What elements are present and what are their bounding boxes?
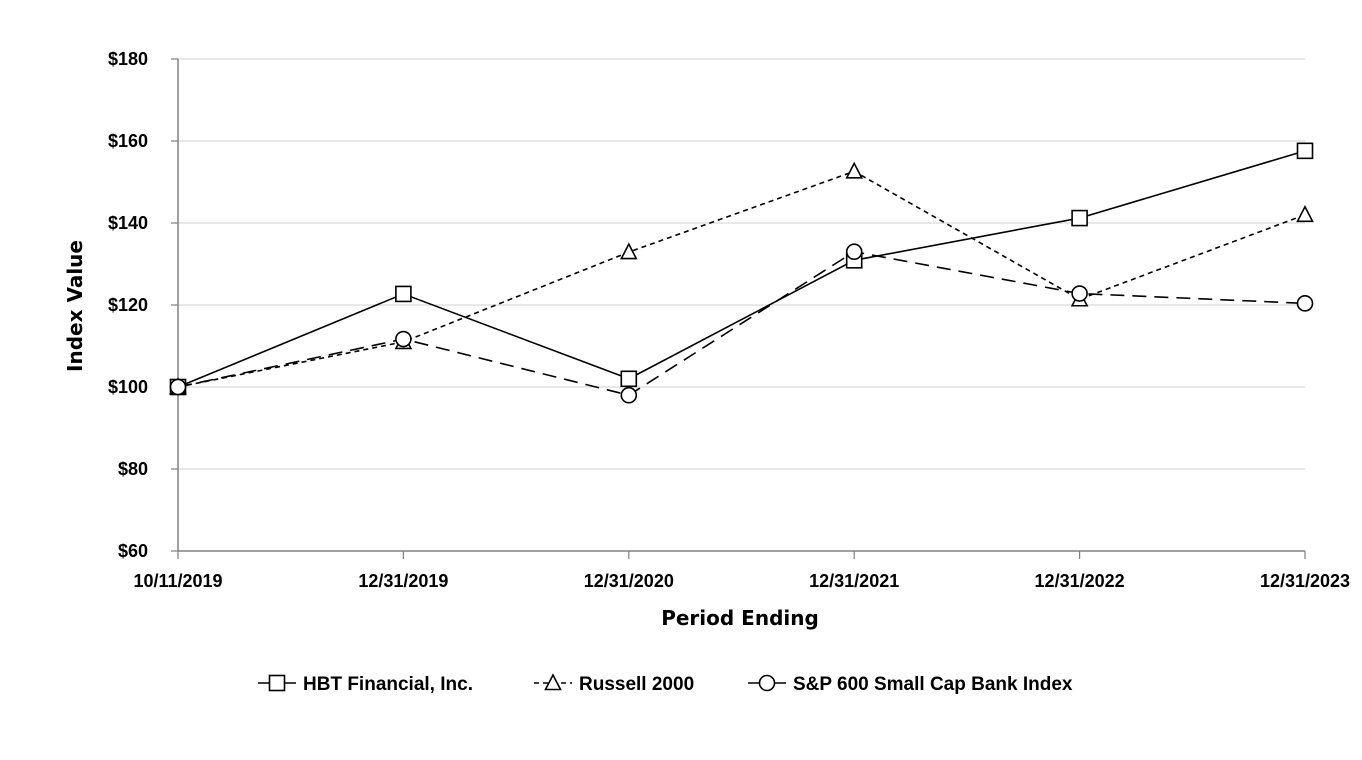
axes bbox=[177, 59, 1306, 559]
data-point-circle bbox=[395, 330, 412, 348]
legend-marker-circle bbox=[758, 674, 776, 692]
y-tick-labels: $60 $80 $100 $120 $140 $160 $180 bbox=[108, 49, 148, 561]
data-point-circle bbox=[169, 378, 187, 396]
legend-marker-triangle bbox=[544, 673, 562, 691]
y-tick-label: $60 bbox=[118, 541, 148, 561]
data-point-triangle bbox=[619, 242, 638, 260]
data-point-square bbox=[620, 370, 638, 388]
y-tick-label: $160 bbox=[108, 131, 148, 151]
x-tick-label: 12/31/2023 bbox=[1260, 571, 1350, 591]
y-tick-label: $100 bbox=[108, 377, 148, 397]
x-tick-label: 12/31/2022 bbox=[1035, 571, 1125, 591]
series-line-square bbox=[177, 150, 1306, 388]
series-line-circle bbox=[177, 250, 1306, 397]
y-tick-label: $140 bbox=[108, 213, 148, 233]
data-point-circle bbox=[845, 243, 863, 260]
gridlines bbox=[171, 58, 1305, 552]
x-tick-labels: 10/11/2019 12/31/2019 12/31/2020 12/31/2021… bbox=[133, 571, 1350, 591]
data-point-circle bbox=[1071, 285, 1088, 302]
data-point-circle bbox=[1296, 295, 1314, 312]
legend: HBT Financial, Inc. Russell 2000 S&P 600 S… bbox=[258, 673, 1073, 695]
series-lines bbox=[177, 150, 1306, 397]
series-markers bbox=[169, 142, 1314, 404]
x-tick-label: 12/31/2021 bbox=[809, 571, 899, 591]
data-point-triangle bbox=[845, 161, 864, 179]
data-point-square bbox=[1071, 209, 1088, 227]
data-point-square bbox=[1296, 142, 1314, 160]
x-tick-label: 12/31/2019 bbox=[358, 571, 448, 591]
data-point-square bbox=[395, 285, 412, 303]
x-tick-label: 10/11/2019 bbox=[133, 571, 222, 591]
y-tick-label: $80 bbox=[118, 459, 148, 479]
legend-marker-square bbox=[268, 674, 286, 692]
series-line-triangle bbox=[177, 170, 1306, 388]
data-point-triangle bbox=[1296, 205, 1314, 223]
x-axis-title: Period Ending bbox=[661, 606, 819, 630]
legend-label: HBT Financial, Inc. bbox=[303, 674, 473, 695]
y-tick-label: $120 bbox=[108, 295, 148, 315]
data-point-circle bbox=[620, 386, 638, 404]
legend-label: Russell 2000 bbox=[579, 674, 694, 695]
y-tick-label: $180 bbox=[108, 49, 148, 69]
x-tick-label: 12/31/2020 bbox=[584, 571, 674, 591]
legend-label: S&P 600 Small Cap Bank Index bbox=[793, 674, 1073, 695]
y-axis-title: Index Value bbox=[63, 240, 87, 372]
